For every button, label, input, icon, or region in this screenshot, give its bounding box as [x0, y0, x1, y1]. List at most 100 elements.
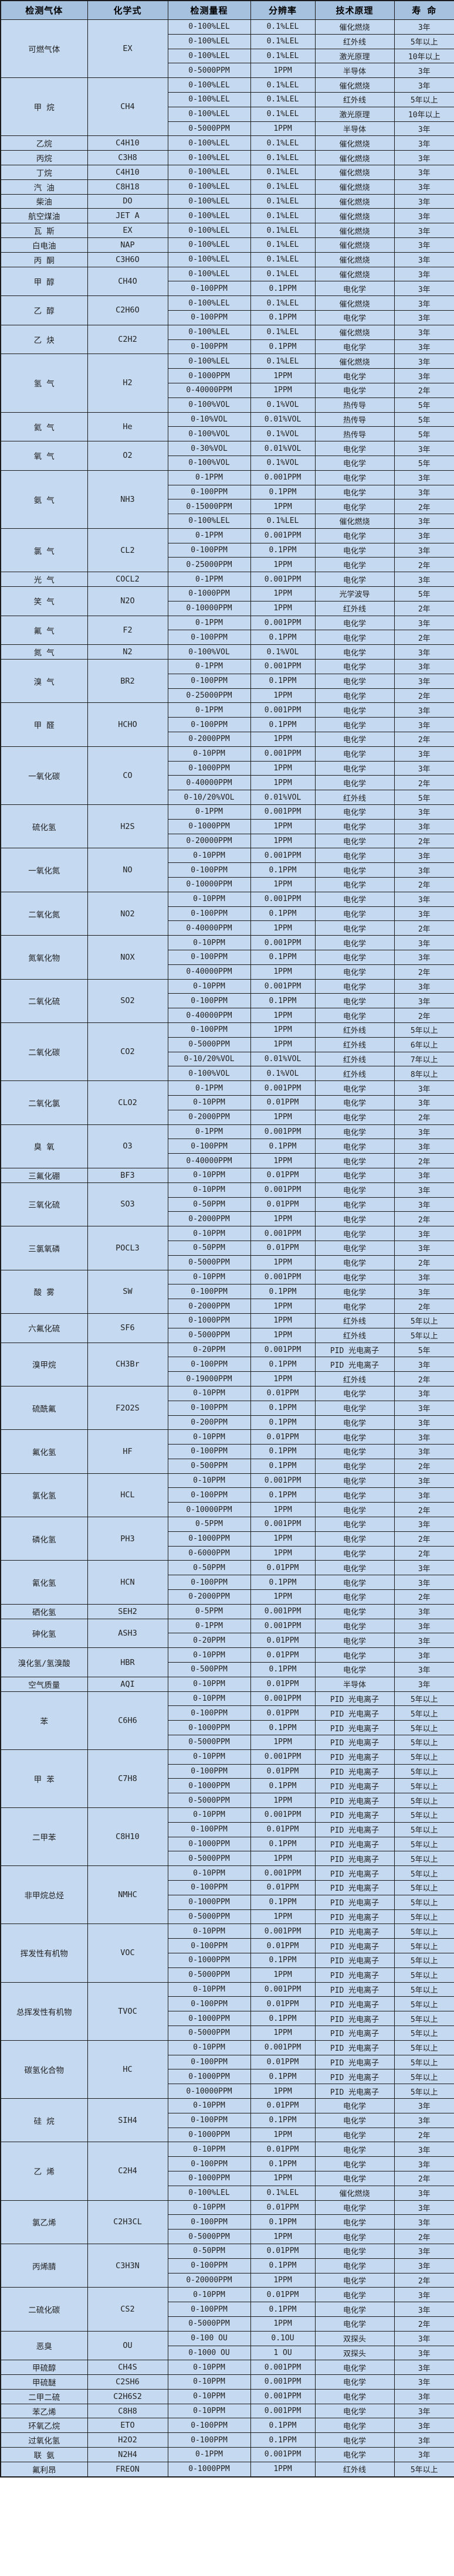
resolution-cell: 0.1%LEL [250, 223, 316, 238]
lifespan-cell: 2年 [394, 1545, 454, 1561]
lifespan-cell: 3年 [394, 368, 454, 383]
formula-cell: C2H4 [87, 2142, 168, 2201]
formula-cell: N2 [87, 644, 168, 660]
table-row: 氯化氢 HCL 0-10PPM 0.001PPM 电化学 3年 [0, 1473, 454, 1518]
range-cell: 0-100PPM [167, 1022, 251, 1038]
principle-cell: 红外线 [314, 600, 395, 616]
principle-cell: 电化学 [314, 688, 395, 704]
lifespan-cell: 3年 [394, 1182, 454, 1198]
table-row: 过氧化氢 H2O2 0-100PPM 0.1PPM 电化学 3年 [0, 2432, 454, 2448]
range-cell: 0-2000PPM [167, 1589, 251, 1605]
principle-cell: 电化学 [314, 2156, 395, 2171]
formula-cell: SO2 [87, 978, 168, 1023]
table-row: 一氧化碳 CO 0-10PPM 0.001PPM 电化学 3年 [0, 746, 454, 806]
table-row: 0-19000PPM 1PPM 红外线 2年 [1, 1371, 454, 1386]
resolution-cell: 1PPM [250, 600, 316, 616]
range-cell: 0-5000PPM [167, 1036, 251, 1052]
table-row: 0-100%LEL 0.1%LEL 激光原理 10年以上 [1, 106, 454, 122]
resolution-cell: 0.1PPM [250, 1487, 316, 1503]
gas-name-cell: 氟 气 [0, 615, 88, 645]
lifespan-cell: 3年 [394, 354, 454, 369]
table-row: 溴 气 BR2 0-1PPM 0.001PPM 电化学 3年 [0, 659, 454, 704]
range-cell: 0-100%LEL [167, 208, 251, 224]
gas-name-cell: 过氧化氢 [0, 2432, 88, 2448]
range-cell: 0-100PPM [167, 1400, 251, 1416]
principle-cell: 催化燃烧 [314, 179, 395, 195]
lifespan-cell: 3年 [394, 848, 454, 864]
principle-cell: 红外线 [314, 1327, 395, 1343]
principle-cell: PID 光电离子 [314, 1836, 395, 1852]
range-cell: 0-100PPM [167, 310, 251, 325]
table-row: 0-1000PPM 0.1PPM PID 光电离子 5年以上 [1, 1778, 454, 1794]
table-row: 酸 雾 SW 0-10PPM 0.001PPM 电化学 3年 [0, 1269, 454, 1314]
lifespan-cell: 3年 [394, 2287, 454, 2303]
table-row: 笑 气 N2O 0-1000PPM 1PPM 光学波导 5年 [0, 586, 454, 616]
gas-name-cell: 氯乙烯 [0, 2200, 88, 2244]
lifespan-cell: 3年 [394, 950, 454, 965]
range-cell: 0-40000PPM [167, 382, 251, 398]
range-cell: 0-10PPM [167, 1167, 251, 1183]
principle-cell: 双探头 [314, 2345, 395, 2361]
header-resolution: 分辨率 [250, 0, 316, 20]
resolution-cell: 1PPM [250, 2025, 316, 2041]
resolution-cell: 1PPM [250, 964, 316, 980]
gas-name-cell: 苯 [0, 1691, 88, 1750]
principle-cell: 红外线 [314, 1371, 395, 1386]
range-cell: 0-100PPM [167, 1821, 251, 1837]
range-cell: 0-1000PPM [167, 818, 251, 834]
principle-cell: 电化学 [314, 2098, 395, 2113]
formula-cell: O3 [87, 1124, 168, 1168]
resolution-cell: 0.01PPM [250, 1385, 316, 1401]
principle-cell: PID 光电离子 [314, 1909, 395, 1925]
resolution-cell: 1PPM [250, 1313, 316, 1328]
lifespan-cell: 5年以上 [394, 1952, 454, 1968]
resolution-cell: 0.001PPM [250, 1226, 316, 1241]
range-cell: 0-5000PPM [167, 1327, 251, 1343]
range-cell: 0-1000PPM [167, 1778, 251, 1794]
principle-cell: PID 光电离子 [314, 1342, 395, 1358]
formula-cell: OU [87, 2330, 168, 2361]
table-row: 氟利昂 FREON 0-1000PPM 1PPM 红外线 5年以上 [0, 2461, 454, 2478]
table-row: 0-100PPM 0.01PPM PID 光电离子 5年以上 [1, 1705, 454, 1721]
resolution-cell: 0.1PPM [250, 2418, 316, 2434]
gas-name-cell: 联 氨 [0, 2447, 88, 2462]
range-cell: 0-40000PPM [167, 775, 251, 791]
range-cell: 0-100%LEL [167, 266, 251, 282]
lifespan-cell: 2年 [394, 877, 454, 892]
formula-cell: CO [87, 746, 168, 806]
gas-name-cell: 硒化氢 [0, 1603, 88, 1619]
resolution-cell: 0.01PPM [250, 1429, 316, 1445]
range-cell: 0-500PPM [167, 1662, 251, 1677]
range-cell: 0-10PPM [167, 2287, 251, 2303]
table-row: 0-20000PPM 1PPM 电化学 2年 [1, 833, 454, 849]
formula-cell: CO2 [87, 1022, 168, 1082]
formula-cell: CH3Br [87, 1342, 168, 1386]
table-row: 硫化氢 H2S 0-1PPM 0.001PPM 电化学 3年 [0, 804, 454, 849]
table-row: 0-5000PPM 1PPM 电化学 2年 [1, 2229, 454, 2244]
range-cell: 0-1000PPM [167, 2127, 251, 2143]
table-row: 0-100PPM 0.1PPM 电化学 3年 [1, 950, 454, 965]
lifespan-cell: 3年 [394, 659, 454, 674]
range-cell: 0-10PPM [167, 1676, 251, 1692]
range-cell: 0-10PPM [167, 978, 251, 994]
range-cell: 0-5000PPM [167, 1793, 251, 1809]
principle-cell: 电化学 [314, 2142, 395, 2157]
formula-cell: C2H3CL [87, 2200, 168, 2244]
resolution-cell: 0.001PPM [250, 1982, 316, 1997]
principle-cell: 电化学 [314, 1589, 395, 1605]
resolution-cell: 1PPM [250, 121, 316, 137]
principle-cell: 半导体 [314, 121, 395, 137]
principle-cell: 红外线 [314, 1313, 395, 1328]
resolution-cell: 0.1PPM [250, 1284, 316, 1300]
principle-cell: 红外线 [314, 2461, 395, 2478]
range-cell: 0-5000PPM [167, 1851, 251, 1867]
lifespan-cell: 3年 [394, 63, 454, 79]
resolution-cell: 0.1PPM [250, 1458, 316, 1474]
principle-cell: 电化学 [314, 2243, 395, 2259]
formula-cell: DO [87, 193, 168, 209]
table-row: 0-2000PPM 1PPM 电化学 2年 [1, 732, 454, 747]
resolution-cell: 0.1PPM [250, 1720, 316, 1736]
lifespan-cell: 3年 [394, 1284, 454, 1300]
header-principle: 技术原理 [314, 0, 395, 20]
resolution-cell: 1PPM [250, 760, 316, 776]
